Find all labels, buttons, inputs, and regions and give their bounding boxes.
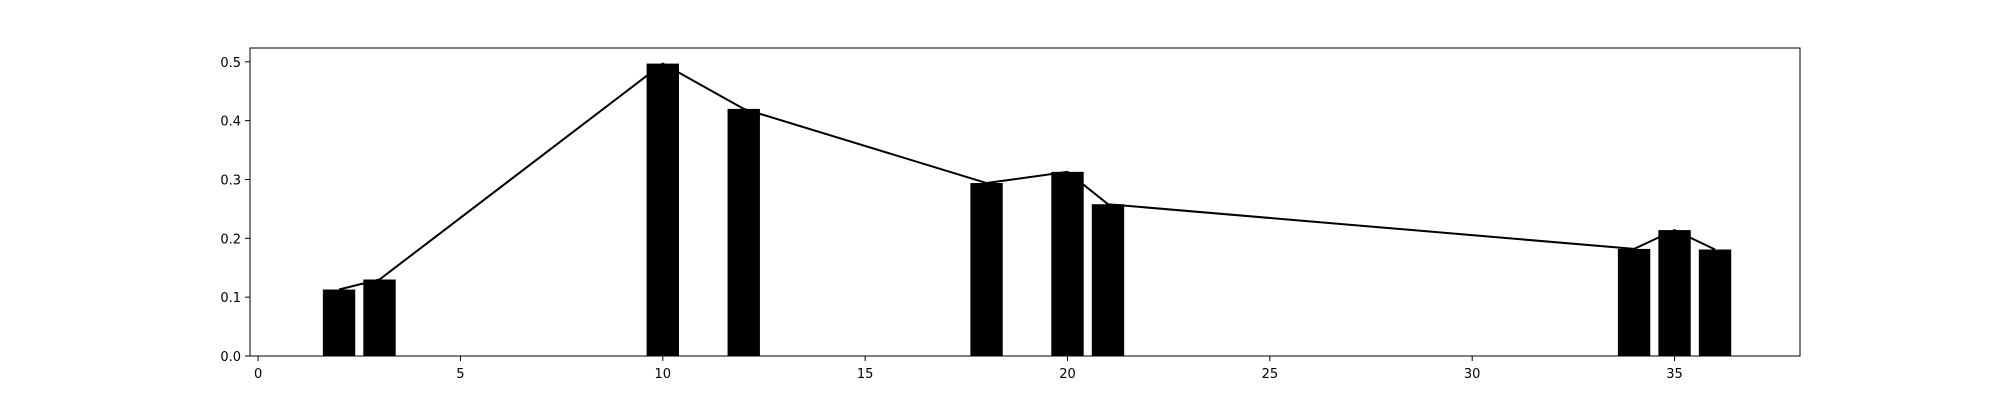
series-line [338,62,1716,291]
bar-12 [727,108,760,356]
y-tick-label: 0.5 [220,56,241,71]
bar-20 [1051,171,1084,356]
x-tick-label: 20 [1059,367,1076,382]
x-tick-label: 5 [456,367,464,382]
plot-frame [249,47,1801,357]
y-tick-label: 0.1 [220,291,241,306]
y-axis: 0.0 0.1 0.2 0.3 0.4 0.5 [220,56,250,365]
x-tick-label: 15 [857,367,874,382]
bar-series [322,63,1732,357]
bar-18 [970,183,1003,356]
bar-10 [646,63,679,357]
y-tick-label: 0.0 [220,350,241,365]
x-tick-label: 35 [1666,367,1683,382]
bar-21 [1091,204,1125,356]
x-tick-label: 25 [1262,367,1279,382]
y-tick-label: 0.4 [220,115,241,130]
y-tick-label: 0.2 [220,232,241,247]
bar-34 [1617,248,1651,356]
bar-2 [322,289,356,356]
x-tick-label: 0 [254,367,262,382]
bar-35 [1658,230,1691,356]
bar-36 [1698,249,1732,356]
y-tick-label: 0.3 [220,173,241,188]
bar-3 [363,279,396,356]
line-series [338,62,1716,291]
x-tick-label: 30 [1464,367,1481,382]
x-tick-label: 10 [655,367,672,382]
x-axis: 0 5 10 15 20 25 30 35 [254,356,1683,382]
